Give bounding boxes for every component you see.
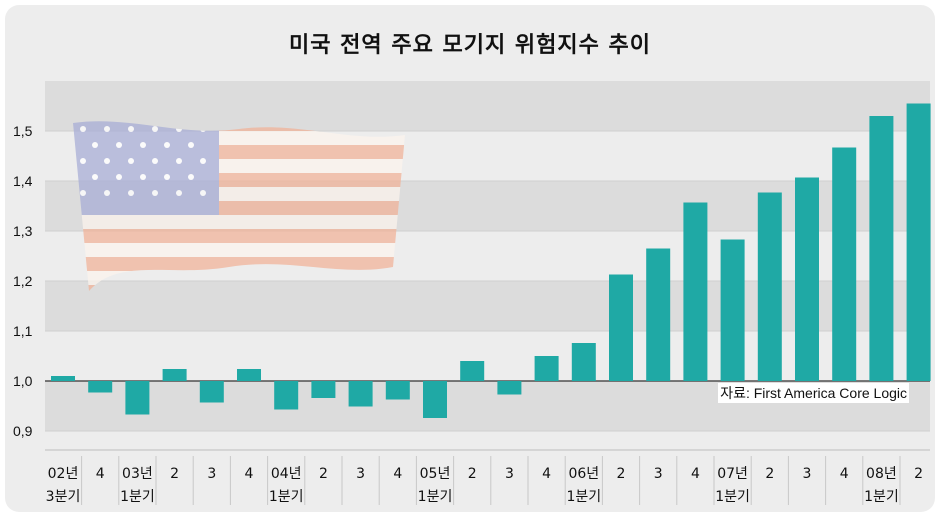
x-tick-label: 3	[654, 466, 663, 482]
x-tick-label: 05년	[420, 466, 451, 482]
bar	[571, 343, 596, 381]
x-tick-label: 4	[245, 466, 254, 482]
bar	[311, 381, 336, 398]
x-tick-label: 3	[803, 466, 812, 482]
y-tick-label: 0,9	[13, 423, 33, 439]
x-tick-label: 4	[840, 466, 849, 482]
x-tick-label: 2	[319, 466, 328, 482]
x-tick-label: 04년	[271, 466, 302, 482]
x-tick-label: 3	[505, 466, 514, 482]
x-tick-label: 2	[170, 466, 179, 482]
chart-frame: 1,5 1,4 1,3 1,2 1,1 1,0 0,9 02년 3분기 4 03년 1분기 2 3 4 04…	[5, 5, 935, 512]
bar	[832, 147, 857, 381]
x-tick-label: 3	[356, 466, 365, 482]
x-tick-sublabel: 1분기	[120, 489, 155, 505]
x-tick-label: 08년	[866, 466, 897, 482]
x-tick-label: 02년	[48, 466, 79, 482]
x-tick-sublabel: 1분기	[715, 489, 750, 505]
bars	[51, 103, 931, 418]
bar	[795, 177, 819, 381]
x-tick-label: 4	[691, 466, 700, 482]
y-tick-label: 1,4	[13, 173, 33, 189]
bar	[199, 381, 224, 403]
x-tick-sublabel: 1분기	[269, 489, 304, 505]
bar	[646, 248, 671, 381]
chart-band	[45, 81, 930, 131]
bar	[497, 381, 522, 395]
bar	[720, 239, 745, 381]
y-tick-label: 1,1	[13, 323, 33, 339]
bar	[609, 274, 633, 381]
x-tick-sublabel: 1분기	[566, 489, 601, 505]
x-tick-label: 4	[542, 466, 551, 482]
x-tick-label: 06년	[568, 466, 599, 482]
bar	[237, 369, 261, 381]
x-tick-label: 4	[96, 466, 105, 482]
bar	[51, 376, 75, 381]
x-axis-labels: 02년 3분기 4 03년 1분기 2 3 4 04년 1분기 2 3 4 05년 1분기 2 3 4 06년 1분기…	[45, 449, 930, 505]
bar	[460, 361, 485, 381]
x-tick-sublabel: 3분기	[46, 489, 81, 505]
bar	[423, 381, 447, 418]
bar	[906, 103, 931, 381]
bar	[88, 381, 113, 393]
y-tick-label: 1,5	[13, 123, 33, 139]
bar	[274, 381, 299, 410]
x-tick-label: 2	[617, 466, 626, 482]
bar	[348, 381, 373, 407]
us-flag-icon	[69, 117, 409, 297]
y-tick-label: 1,3	[13, 223, 33, 239]
x-tick-label: 03년	[122, 466, 153, 482]
x-tick-sublabel: 1분기	[864, 489, 899, 505]
x-tick-label: 4	[393, 466, 402, 482]
bar	[385, 381, 410, 400]
bar	[162, 369, 187, 381]
bar	[534, 356, 559, 381]
chart-band	[45, 281, 930, 331]
bar	[125, 381, 150, 415]
chart-title: 미국 전역 주요 모기지 위험지수 추이	[289, 33, 651, 58]
x-tick-label: 2	[914, 466, 923, 482]
x-tick-label: 2	[468, 466, 477, 482]
bar	[683, 202, 708, 381]
x-tick-label: 2	[765, 466, 774, 482]
x-tick-label: 3	[207, 466, 216, 482]
x-tick-label: 07년	[717, 466, 748, 482]
y-axis-ticks: 1,5 1,4 1,3 1,2 1,1 1,0 0,9	[13, 123, 33, 439]
bar	[869, 116, 894, 381]
x-tick-sublabel: 1분기	[418, 489, 453, 505]
source-note: 자료: First America Core Logic	[718, 383, 909, 403]
y-tick-label: 1,0	[13, 373, 33, 389]
bar	[757, 192, 782, 381]
y-tick-label: 1,2	[13, 273, 33, 289]
